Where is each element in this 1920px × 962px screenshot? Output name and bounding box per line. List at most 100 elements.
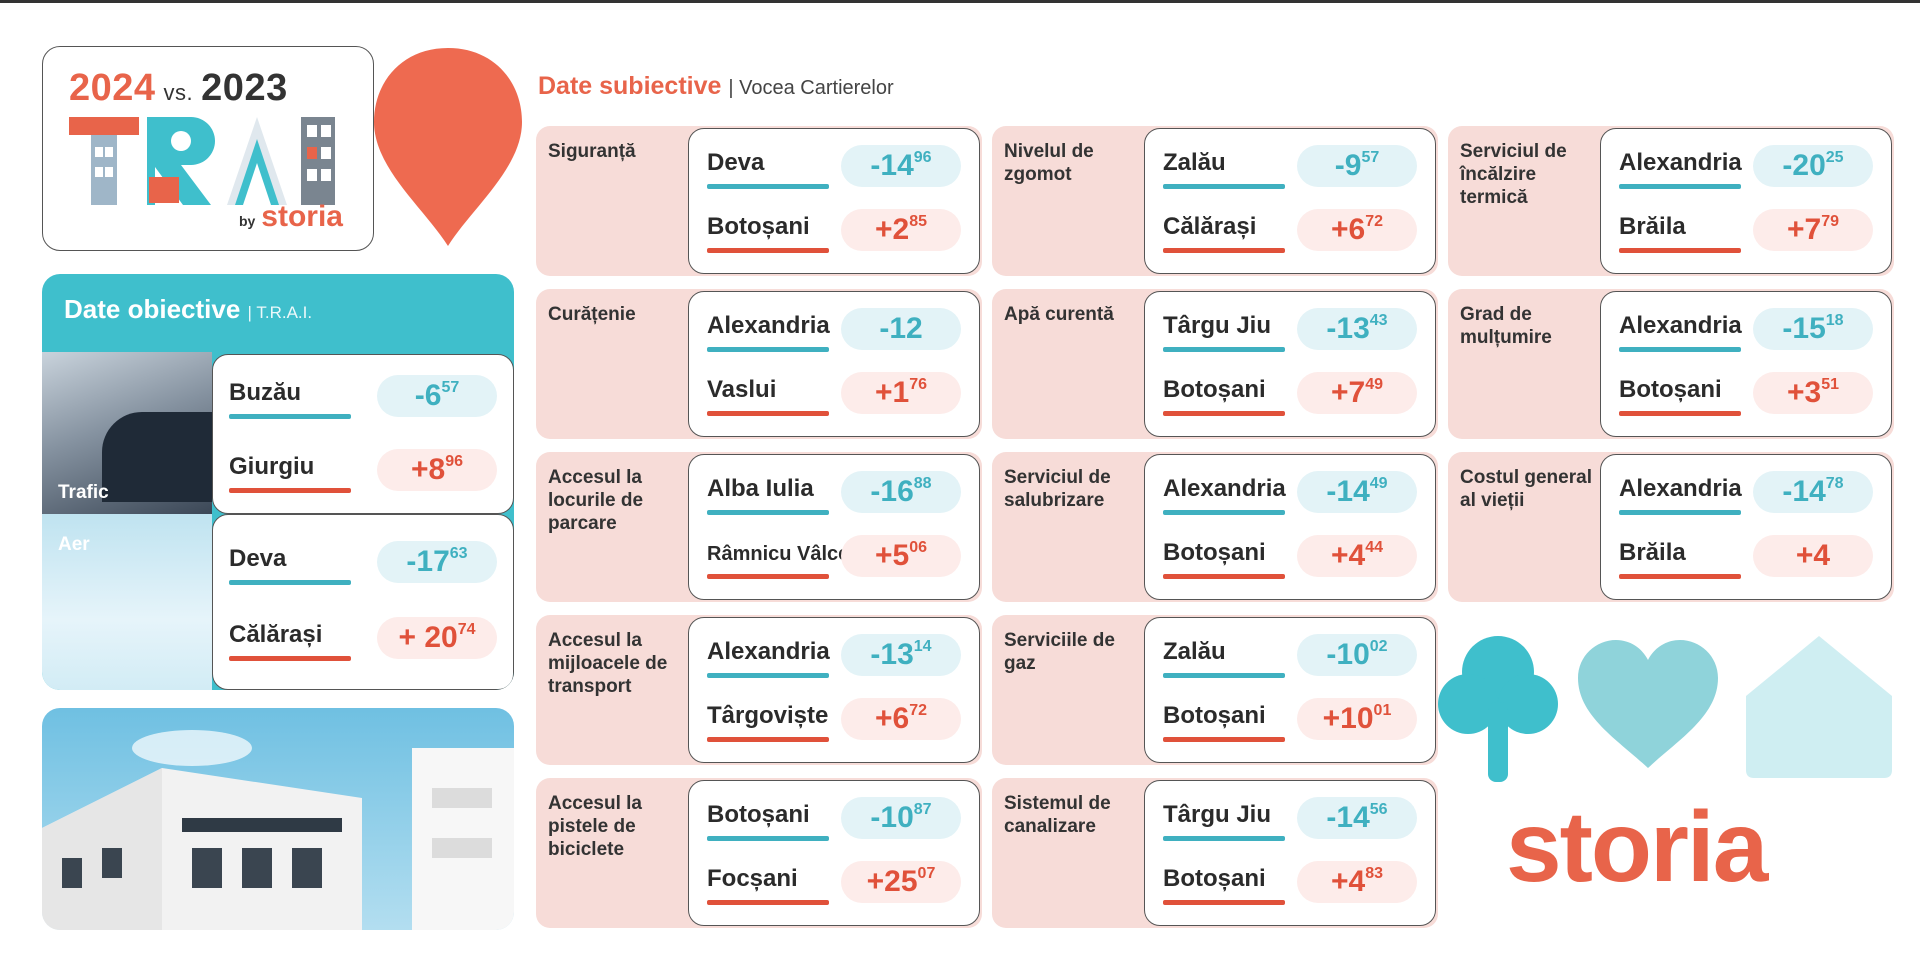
city-name: Târgoviște — [707, 702, 829, 729]
max-row: Târgoviște +672 — [707, 696, 961, 746]
category-card: Alba Iulia -1688 Râmnicu Vâlcea +506 — [688, 454, 980, 600]
city-name: Zalău — [1163, 638, 1226, 665]
max-row: Vaslui +176 — [707, 370, 961, 420]
subjective-cell: Sistemul de canalizare Târgu Jiu -1456 Boto… — [992, 778, 1438, 928]
group-label-air: Aer — [58, 534, 90, 555]
underline — [1163, 184, 1285, 189]
min-row: Alexandria -1449 — [1163, 469, 1417, 519]
category-label: Serviciile de gaz — [1004, 630, 1115, 674]
traffic-photo — [42, 352, 212, 514]
city-name: Târgu Jiu — [1163, 801, 1272, 828]
min-row: Alexandria -1518 — [1619, 306, 1873, 356]
category-label: Nivelul de zgomot — [1004, 141, 1094, 185]
underline — [707, 347, 829, 352]
city-name: Botoșani — [1163, 376, 1266, 403]
subjective-cell: Curățenie Alexandria -12 Vaslui +176 — [536, 289, 982, 439]
delta-value: +749 — [1297, 372, 1417, 414]
underline — [1163, 510, 1285, 515]
category-card: Botoșani -1087 Focșani +2507 — [688, 780, 980, 926]
city-name: Călărași — [229, 621, 323, 648]
delta-value: -957 — [1297, 145, 1417, 187]
air-min-row: Deva -1763 — [229, 539, 497, 589]
delta-value: -1478 — [1753, 471, 1873, 513]
underline — [1619, 574, 1741, 579]
subjective-cell: Nivelul de zgomot Zalău -957 Călărași +672 — [992, 126, 1438, 276]
max-row: Râmnicu Vâlcea +506 — [707, 533, 961, 583]
max-row: Botoșani +1001 — [1163, 696, 1417, 746]
subjective-title: Date subiective | Vocea Cartierelor — [538, 72, 894, 100]
category-label: Siguranță — [548, 141, 636, 162]
category-label: Accesul la pistele de biciclete — [548, 793, 642, 860]
category-card: Alexandria -1449 Botoșani +444 — [1144, 454, 1436, 600]
category-card: Alexandria -1314 Târgoviște +672 — [688, 617, 980, 763]
air-card: Deva -1763 Călărași + 2074 — [212, 514, 514, 690]
min-row: Târgu Jiu -1456 — [1163, 795, 1417, 845]
underline — [1163, 411, 1285, 416]
delta-value: -1518 — [1753, 308, 1873, 350]
category-card: Zalău -957 Călărași +672 — [1144, 128, 1436, 274]
category-label: Serviciul de încălzire termică — [1460, 141, 1567, 208]
city-name: Alexandria — [1619, 312, 1742, 339]
delta-value: +2507 — [841, 861, 961, 903]
city-name: Călărași — [1163, 213, 1257, 240]
city-name: Botoșani — [1619, 376, 1722, 403]
traffic-max-row: Giurgiu +896 — [229, 447, 497, 497]
delta-value: -2025 — [1753, 145, 1873, 187]
tree-icon — [1438, 636, 1558, 782]
subjective-cell: Apă curentă Târgu Jiu -1343 Botoșani +749 — [992, 289, 1438, 439]
subjective-cell: Accesul la pistele de biciclete Botoșani -… — [536, 778, 982, 928]
category-card: Târgu Jiu -1343 Botoșani +749 — [1144, 291, 1436, 437]
city-name: Giurgiu — [229, 453, 315, 480]
underline — [1619, 510, 1741, 515]
delta-value: +1001 — [1297, 698, 1417, 740]
objective-data-panel: Date obiective | T.R.A.I. Trafic Aer Buz… — [42, 274, 514, 690]
delta-value: +4 — [1753, 535, 1873, 577]
city-name: Vaslui — [707, 376, 777, 403]
delta-value: -1763 — [377, 541, 497, 583]
city-name: Râmnicu Vâlcea — [707, 543, 861, 565]
underline — [707, 900, 829, 905]
delta-value: +779 — [1753, 209, 1873, 251]
max-row: Botoșani +351 — [1619, 370, 1873, 420]
delta-value: +672 — [1297, 209, 1417, 251]
delta-value: +176 — [841, 372, 961, 414]
category-card: Alexandria -1478 Brăila +4 — [1600, 454, 1892, 600]
city-name: Târgu Jiu — [1163, 312, 1272, 339]
year-previous: 2023 — [201, 67, 288, 109]
delta-value: +444 — [1297, 535, 1417, 577]
delta-value: +672 — [841, 698, 961, 740]
max-row: Botoșani +285 — [707, 207, 961, 257]
max-row: Brăila +4 — [1619, 533, 1873, 583]
delta-value: -1087 — [841, 797, 961, 839]
underline — [1619, 411, 1741, 416]
subjective-cell: Serviciul de încălzire termică Alexandria… — [1448, 126, 1894, 276]
city-name: Deva — [229, 545, 287, 572]
subjective-cell: Accesul la locurile de parcare Alba Iulia… — [536, 452, 982, 602]
category-label: Grad de mulțumire — [1460, 304, 1552, 348]
min-row: Târgu Jiu -1343 — [1163, 306, 1417, 356]
heart-icon — [1578, 640, 1718, 768]
city-name: Alba Iulia — [707, 475, 814, 502]
air-max-row: Călărași + 2074 — [229, 615, 497, 665]
category-label: Accesul la locurile de parcare — [548, 467, 644, 534]
subjective-cell: Siguranță Deva -1496 Botoșani +285 — [536, 126, 982, 276]
category-label: Apă curentă — [1004, 304, 1114, 325]
city-name: Alexandria — [707, 312, 830, 339]
min-row: Zalău -957 — [1163, 143, 1417, 193]
category-card: Alexandria -12 Vaslui +176 — [688, 291, 980, 437]
city-name: Brăila — [1619, 539, 1686, 566]
city-name: Focșani — [707, 865, 798, 892]
top-border — [0, 0, 1920, 3]
year-comparison: 2024 vs. 2023 — [69, 67, 288, 110]
underline — [1163, 836, 1285, 841]
underline — [1619, 248, 1741, 253]
building-photo — [42, 708, 514, 930]
min-row: Botoșani -1087 — [707, 795, 961, 845]
delta-value: -657 — [377, 375, 497, 417]
city-name: Botoșani — [1163, 539, 1266, 566]
delta-value: -1456 — [1297, 797, 1417, 839]
delta-value: + 2074 — [377, 617, 497, 659]
delta-value: +506 — [841, 535, 961, 577]
city-name: Alexandria — [707, 638, 830, 665]
max-row: Botoșani +749 — [1163, 370, 1417, 420]
